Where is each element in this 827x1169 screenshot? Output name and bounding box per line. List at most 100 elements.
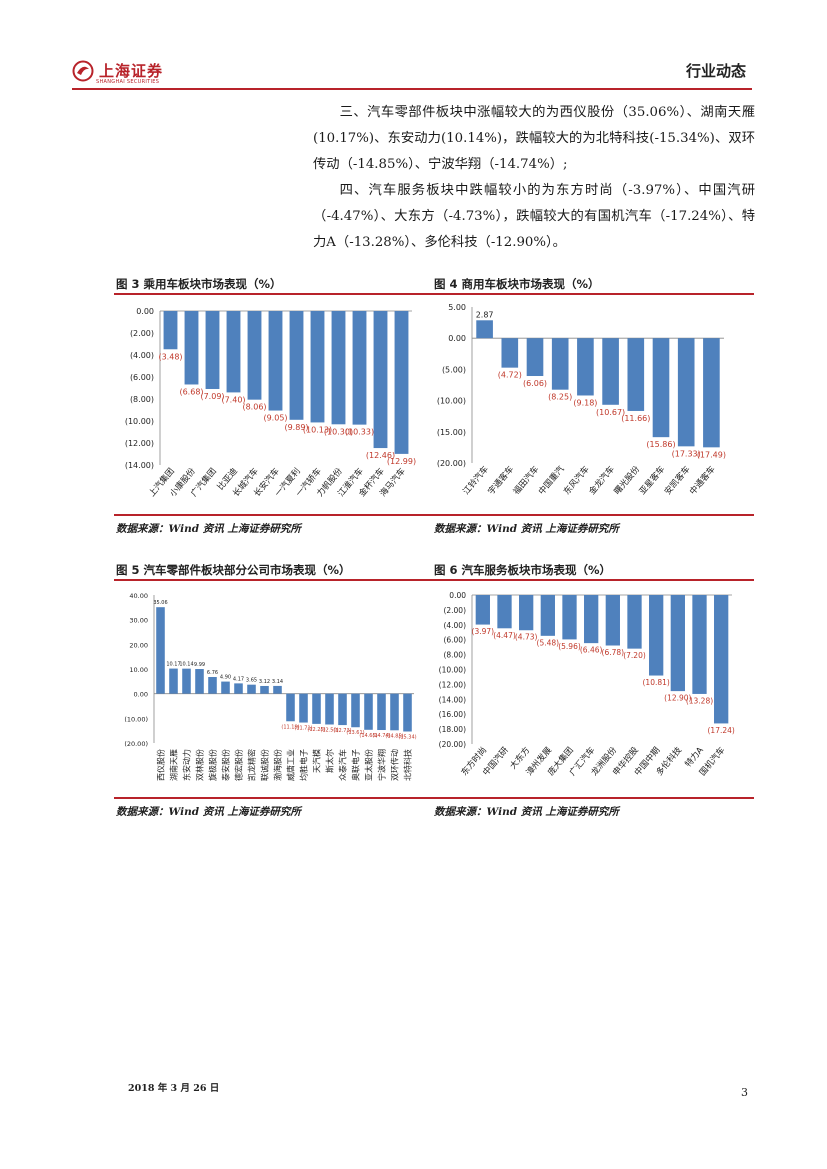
category-label: 安凯客车 (662, 464, 692, 497)
bar (497, 595, 512, 629)
data-label: (10.30) (324, 427, 353, 436)
data-label: 10.17 (166, 662, 180, 668)
figure-source: 数据来源：Wind 资讯 上海证券研究所 (116, 805, 301, 818)
figure-bottom-rule (114, 514, 436, 516)
bar (562, 595, 577, 640)
bar (703, 338, 720, 448)
y-tick-label: (16.00) (439, 710, 466, 719)
data-label: (12.90) (664, 694, 691, 703)
category-label: 亚星客车 (637, 464, 667, 497)
data-label: (12.25) (307, 727, 325, 733)
data-label: (6.78) (602, 648, 625, 657)
y-tick-label: (10.00) (437, 397, 466, 406)
data-label: (4.73) (515, 633, 538, 642)
figure-title: 图 3 乘用车板块市场表现（%） (116, 277, 282, 291)
data-label: (17.49) (697, 450, 726, 459)
y-tick-label: (20.00) (437, 459, 466, 468)
data-label: (5.96) (558, 642, 581, 651)
data-label: (6.46) (580, 646, 603, 655)
figure-4: 图 4 商用车板块市场表现（%） 5.00 0.00 (5.00) (10.00) (1… (432, 275, 754, 536)
paragraph-services: 四、汽车服务板块中跌幅较小的为东方时尚（-3.97%）、中国汽研（-4.47%）… (313, 183, 755, 250)
bar (377, 693, 386, 731)
y-tick-label: (5.00) (442, 365, 466, 374)
data-label: (10.81) (643, 678, 670, 687)
bar (692, 595, 707, 694)
bar (331, 311, 346, 425)
section-title: 行业动态 (685, 62, 746, 80)
y-tick-label: 0.00 (448, 334, 466, 343)
category-label: 德宏股份 (234, 749, 244, 781)
category-label: 均胜电子 (299, 749, 309, 781)
figure-5: 图 5 汽车零部件板块部分公司市场表现（%） 40.00 30.00 20.00 10… (114, 561, 436, 819)
data-label: (10.67) (596, 408, 625, 417)
y-tick-label: (12.00) (125, 439, 154, 448)
category-label: 斯太尔 (325, 749, 335, 773)
y-tick-label: (15.00) (437, 428, 466, 437)
bar (268, 311, 283, 411)
figure-source: 数据来源：Wind 资讯 上海证券研究所 (116, 522, 301, 535)
data-label: (14.74) (372, 733, 390, 739)
y-tick-label: (10.00) (125, 417, 154, 426)
figure-title: 图 5 汽车零部件板块部分公司市场表现（%） (116, 563, 351, 577)
data-label: (14.65) (359, 733, 377, 739)
bar (325, 693, 334, 725)
bar (247, 311, 262, 400)
chart-auto-parts: 40.00 30.00 20.00 10.00 0.00 (10.00) (20.00) 35… (124, 592, 416, 781)
data-label: 4.90 (220, 675, 231, 681)
data-label: (7.20) (623, 651, 646, 660)
category-label: 江铃汽车 (461, 464, 491, 497)
report-date: 2018 年 3 月 26 日 (128, 1083, 220, 1094)
y-tick-label: 0.00 (136, 307, 154, 316)
figure-6: 图 6 汽车服务板块市场表现（%） 0.00 (2.00) (4.00) (6.00)… (432, 561, 754, 819)
header-divider (72, 88, 752, 90)
data-label: 35.06 (153, 600, 167, 606)
data-label: (12.99) (387, 457, 416, 466)
logo-mark-icon (72, 60, 94, 82)
bar (234, 683, 243, 694)
y-tick-label: (6.00) (443, 636, 466, 645)
category-label: 旋极股份 (208, 749, 218, 781)
data-label: (7.09) (200, 392, 224, 401)
data-label: (12.73) (333, 728, 351, 734)
bar (577, 338, 594, 396)
bar (205, 311, 220, 389)
data-label: 3.65 (246, 678, 257, 684)
chart-commercial-vehicles: 5.00 0.00 (5.00) (10.00) (15.00) (20.00) 2.87 江… (437, 303, 726, 497)
bar (605, 595, 620, 646)
bar (273, 685, 282, 694)
data-label: 3.14 (272, 679, 283, 685)
bar (394, 311, 409, 454)
data-label: (11.66) (621, 414, 650, 423)
y-tick-label: (6.00) (130, 373, 154, 382)
data-label: (9.89) (284, 423, 308, 432)
chart-passenger-vehicles: 0.00 (2.00) (4.00) (6.00) (8.00) (10.00) (12.0… (125, 307, 416, 499)
bar (226, 311, 241, 393)
data-label: (8.06) (242, 403, 266, 412)
bar (584, 595, 599, 644)
data-label: (10.13) (303, 425, 332, 434)
bar (476, 320, 493, 339)
figure-title: 图 4 商用车板块市场表现（%） (434, 277, 600, 291)
y-tick-label: (4.00) (443, 621, 466, 630)
figure-title: 图 6 汽车服务板块市场表现（%） (434, 563, 612, 577)
bar (289, 311, 304, 420)
data-label: (14.85) (385, 733, 403, 739)
category-label: 亚太股份 (364, 749, 374, 781)
category-label: 联诚股份 (260, 749, 270, 781)
bar (338, 693, 347, 726)
bar (312, 693, 321, 724)
category-label: 西仪股份 (156, 749, 166, 781)
data-label: (3.48) (158, 352, 182, 361)
bar (352, 311, 367, 425)
bar (602, 338, 619, 405)
bar (540, 595, 555, 636)
y-tick-label: (2.00) (130, 329, 154, 338)
data-label: 4.17 (233, 676, 244, 682)
y-tick-label: (2.00) (443, 606, 466, 615)
figure-bottom-rule (114, 797, 436, 799)
bar (475, 595, 490, 625)
y-tick-label: (10.00) (439, 666, 466, 675)
data-label: (9.05) (263, 414, 287, 423)
y-tick-label: 20.00 (129, 641, 148, 649)
data-label: 3.12 (259, 679, 270, 685)
